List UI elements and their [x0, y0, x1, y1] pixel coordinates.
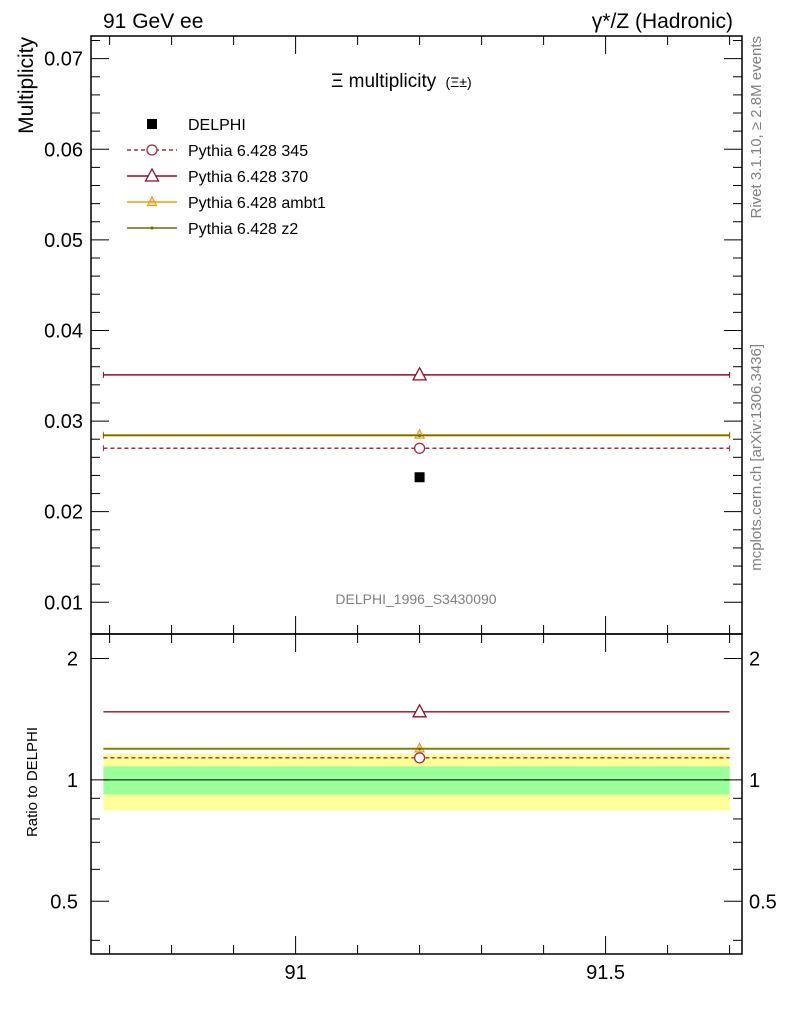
ratio-axis-ticks: 0.5 0.5 1 1 2 2 91 91.5 — [50, 634, 777, 984]
ratio-y-tick-label-left: 0.5 — [50, 891, 78, 913]
y-tick-label: 0.07 — [44, 49, 83, 71]
ratio-y-tick-label-right: 2 — [749, 648, 760, 670]
y-tick-label: 0.06 — [44, 139, 83, 161]
x-tick-label: 91.5 — [586, 962, 625, 984]
chart-title-text: Ξ multiplicity — [331, 71, 437, 92]
ratio-y-tick-label-left: 1 — [67, 770, 78, 792]
y-tick-label: 0.02 — [44, 502, 83, 524]
ratio-marker-3 — [418, 747, 422, 751]
legend-label-2: Pythia 6.428 370 — [188, 169, 308, 186]
main-series — [102, 366, 731, 483]
source-label: mcplots.cern.ch [arXiv:1306.3436] — [748, 344, 765, 571]
series-marker-3 — [418, 434, 422, 438]
header-right: γ*/Z (Hadronic) — [592, 10, 733, 33]
ratio-marker-0 — [413, 752, 426, 764]
ratio-axis-label: Ratio to DELPHI — [24, 727, 41, 837]
header-left: 91 GeV ee — [103, 10, 203, 33]
rivet-label: Rivet 3.1.10, ≥ 2.8M events — [748, 36, 765, 219]
y-tick-label: 0.01 — [44, 592, 83, 614]
legend-label-4: Pythia 6.428 z2 — [188, 221, 298, 238]
y-tick-label: 0.05 — [44, 230, 83, 252]
legend: DELPHI Pythia 6.428 345 Pythia 6.428 370 Py… — [127, 117, 326, 238]
ratio-series — [103, 703, 730, 764]
svg-text:Ξ multiplicity (Ξ±): Ξ multiplicity (Ξ±) — [331, 71, 472, 92]
y-axis-label: Multiplicity — [15, 37, 38, 134]
ratio-y-tick-label-right: 0.5 — [749, 891, 777, 913]
legend-label-3: Pythia 6.428 ambt1 — [188, 195, 326, 212]
chart-title-suffix: (Ξ±) — [446, 74, 472, 90]
data-point-delphi — [414, 472, 425, 483]
legend-marker-4 — [150, 226, 154, 230]
x-tick-label: 91 — [284, 962, 306, 984]
ratio-marker-1 — [412, 703, 428, 718]
analysis-id: DELPHI_1996_S3430090 — [335, 591, 496, 607]
legend-marker-3 — [146, 195, 158, 207]
y-tick-label: 0.03 — [44, 411, 83, 433]
ratio-y-tick-label-left: 2 — [67, 648, 78, 670]
ratio-y-tick-label-right: 1 — [749, 770, 760, 792]
legend-label-1: Pythia 6.428 345 — [188, 143, 308, 160]
main-axis-ticks: 0.01 0.02 0.03 0.04 0.05 0.06 0.07 — [44, 36, 742, 634]
legend-label-0: DELPHI — [188, 117, 246, 134]
legend-marker-0 — [147, 119, 157, 129]
series-marker-0 — [413, 442, 426, 454]
chart-title: Ξ multiplicity (Ξ±) — [331, 71, 472, 92]
legend-marker-2 — [144, 167, 160, 182]
series-marker-1 — [412, 366, 428, 381]
ratio-uncertainty-bands — [103, 753, 730, 811]
ratio-plot-frame — [90, 633, 743, 955]
ratio-band-inner — [103, 766, 730, 795]
y-tick-label: 0.04 — [44, 320, 83, 342]
legend-marker-1 — [146, 144, 158, 156]
